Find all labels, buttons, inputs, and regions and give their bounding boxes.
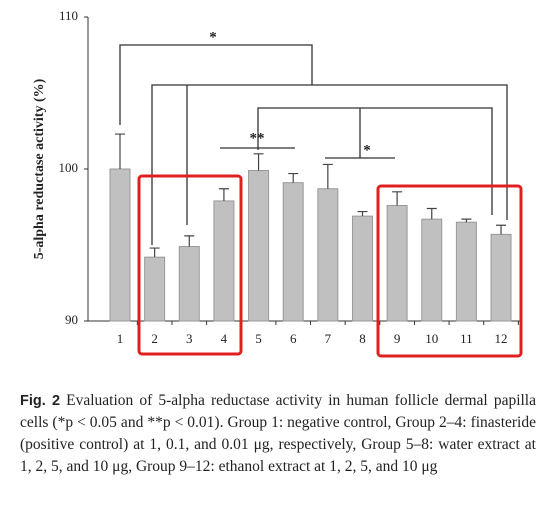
bar	[213, 200, 235, 322]
bar	[248, 170, 270, 322]
bar	[178, 246, 200, 322]
caption-text: Evaluation of 5-alpha reductase activity…	[20, 392, 536, 475]
error-bar	[426, 207, 437, 220]
error-bar	[218, 188, 229, 201]
error-bar	[496, 224, 507, 235]
y-axis-label: 5-alpha reductase activity (%)	[32, 78, 47, 259]
error-bar	[149, 247, 160, 258]
error-bar	[461, 218, 472, 223]
highlight-box	[376, 184, 523, 358]
annotation: *	[209, 29, 217, 45]
y-tick-label: 110	[59, 8, 78, 23]
annotation: **	[250, 130, 265, 146]
highlight-box	[137, 174, 243, 356]
caption-label: Fig. 2	[20, 393, 61, 409]
x-tick-label: 2	[151, 331, 158, 346]
error-bar	[184, 235, 195, 247]
x-tick-label: 12	[495, 331, 508, 346]
x-tick-label: 1	[117, 331, 124, 346]
x-tick-label: 9	[394, 331, 401, 346]
x-tick-label: 8	[359, 331, 366, 346]
x-tick-label: 3	[186, 331, 193, 346]
y-tick-label: 90	[65, 312, 78, 327]
bar	[386, 204, 408, 322]
error-bar	[392, 191, 403, 206]
bar	[317, 188, 339, 322]
bar	[455, 221, 477, 322]
x-tick-label: 6	[290, 331, 297, 346]
error-bar	[115, 133, 125, 169]
error-bar	[357, 210, 368, 217]
chart: 5-alpha reductase activity (%) * ** * 90…	[32, 8, 523, 358]
error-bar	[322, 163, 333, 189]
x-tick-label: 10	[425, 331, 438, 346]
bar	[282, 182, 304, 322]
bar	[421, 218, 443, 322]
x-tick-label: 4	[221, 331, 228, 346]
bar	[490, 233, 512, 322]
y-tick-label: 100	[59, 160, 79, 175]
significance-brackets	[119, 44, 508, 245]
x-tick-label: 5	[255, 331, 262, 346]
caption: Fig. 2 Evaluation of 5-alpha reductase ac…	[20, 390, 536, 478]
bar	[109, 168, 131, 322]
bar	[144, 256, 166, 322]
bar	[351, 215, 373, 322]
error-bar	[253, 153, 264, 171]
x-tick-label: 11	[460, 331, 473, 346]
x-tick-label: 7	[325, 331, 332, 346]
error-bar	[288, 172, 299, 183]
annotation: *	[363, 142, 371, 158]
